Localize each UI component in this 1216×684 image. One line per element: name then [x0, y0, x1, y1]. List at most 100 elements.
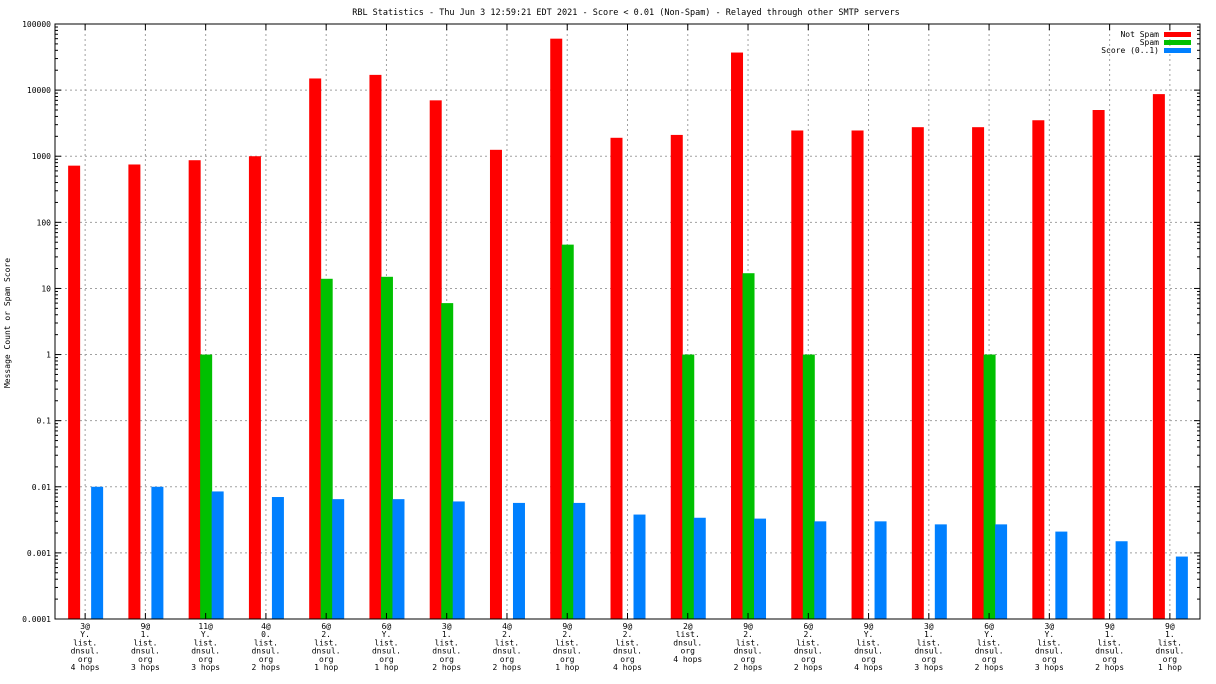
x-category-label-line: 2 hops — [794, 663, 823, 672]
x-category-label-line: 4 hops — [71, 663, 100, 672]
x-category-label-line: dnsul. — [71, 647, 100, 656]
x-category-label-line: org — [198, 655, 213, 664]
x-category-label-line: 2 hops — [493, 663, 522, 672]
legend-swatch — [1164, 40, 1191, 45]
x-category-label-line: list. — [1037, 638, 1061, 647]
x-category-label: 4@ 2. list. dnsul. org 2 hops — [493, 622, 522, 672]
x-category-label-line: dnsul. — [553, 647, 582, 656]
x-category-label-line: list. — [615, 638, 639, 647]
x-category-label: 9@ 2. list. dnsul. org 1 hop — [553, 622, 582, 672]
x-category-label-line: 4 hops — [854, 663, 883, 672]
x-category-label-line: 9@ — [864, 622, 874, 631]
x-category-label-line: org — [681, 647, 696, 656]
x-category-label-line: 2. — [803, 630, 813, 639]
y-tick-label: 10000 — [27, 86, 51, 95]
bar-score-0-1 — [392, 499, 405, 619]
x-category-label-line: list. — [796, 638, 820, 647]
x-category-label-line: list. — [133, 638, 157, 647]
bar-not-spam — [610, 137, 623, 619]
bar-spam — [320, 278, 333, 619]
bar-score-0-1 — [573, 502, 586, 619]
bar-not-spam — [128, 164, 141, 619]
x-category-label: 9@ 1. list. dnsul. org 3 hops — [131, 622, 160, 672]
x-category-label-line: list. — [857, 638, 881, 647]
x-category-label-line: 6@ — [321, 622, 331, 631]
x-category-label-line: list. — [1098, 638, 1122, 647]
x-category-label-line: org — [982, 655, 997, 664]
x-category-label-line: 9@ — [1105, 622, 1115, 631]
legend-label: Score (0..1) — [1101, 46, 1159, 55]
x-category-label-line: 4 hops — [673, 655, 702, 664]
bar-spam — [983, 354, 996, 619]
x-category-label-line: 2 hops — [251, 663, 280, 672]
y-axis-ticks: 0.0001 0.001 0.01 0.1 1 10 100 1000 10000 100000 — [22, 20, 1200, 624]
x-category-label-line: 1. — [442, 630, 452, 639]
x-category-label-line: dnsul. — [191, 647, 220, 656]
legend-label: Spam — [1140, 38, 1159, 47]
x-category-label: 6@ Y. list. dnsul. org 2 hops — [975, 622, 1004, 672]
x-category-label-line: 2. — [623, 630, 633, 639]
bar-spam — [441, 303, 454, 619]
x-category-label-line: list. — [254, 638, 278, 647]
x-category-label-line: 2 hops — [1095, 663, 1124, 672]
x-category-label-line: 4 hops — [613, 663, 642, 672]
bar-not-spam — [791, 130, 804, 619]
x-category-label-line: 6@ — [382, 622, 392, 631]
bar-score-0-1 — [91, 486, 104, 619]
bar-score-0-1 — [1055, 531, 1068, 619]
x-category-label-line: Y. — [864, 630, 874, 639]
bar-spam — [742, 273, 755, 619]
x-category-label-line: org — [560, 655, 575, 664]
bar-score-0-1 — [151, 486, 164, 619]
x-category-label-line: list. — [917, 638, 941, 647]
x-category-label-line: 2 hops — [734, 663, 763, 672]
bar-not-spam — [1092, 110, 1105, 619]
x-category-label-line: org — [1163, 655, 1178, 664]
bar-not-spam — [188, 160, 201, 619]
x-category-label: 9@ Y. list. dnsul. org 4 hops — [854, 622, 883, 672]
legend-swatch — [1164, 32, 1191, 37]
x-category-label: 6@ 2. list. dnsul. org 2 hops — [794, 622, 823, 672]
x-category-label-line: Y. — [1045, 630, 1055, 639]
bar-spam — [200, 354, 213, 619]
x-category-label-line: 3 hops — [191, 663, 220, 672]
x-category-label-line: org — [138, 655, 153, 664]
x-category-label: 9@ 1. list. dnsul. org 2 hops — [1095, 622, 1124, 672]
x-category-label-line: 1 hop — [555, 663, 579, 672]
x-category-label-line: 3@ — [1045, 622, 1055, 631]
x-category-label-line: 11@ — [198, 622, 213, 631]
bar-score-0-1 — [934, 524, 947, 619]
x-category-label-line: org — [259, 655, 274, 664]
y-tick-label: 10 — [41, 284, 51, 293]
x-category-label-line: dnsul. — [1035, 647, 1064, 656]
bar-score-0-1 — [814, 521, 827, 619]
x-category-label-line: 1. — [1165, 630, 1175, 639]
bar-not-spam — [68, 165, 81, 620]
bar-not-spam — [911, 127, 924, 619]
x-category-label-line: 9@ — [623, 622, 633, 631]
bar-score-0-1 — [1175, 556, 1188, 619]
x-category-label-line: 1 hop — [374, 663, 398, 672]
x-category-label-line: org — [78, 655, 93, 664]
x-category-label-line: dnsul. — [673, 638, 702, 647]
x-category-label-line: 2@ — [683, 622, 693, 631]
bar-not-spam — [1152, 94, 1165, 619]
bar-score-0-1 — [332, 499, 345, 619]
x-category-label-line: list. — [73, 638, 97, 647]
bar-spam — [380, 276, 393, 619]
x-category-label-line: dnsul. — [914, 647, 943, 656]
x-category-label-line: 1. — [1105, 630, 1115, 639]
x-category-label: 3@ 1. list. dnsul. org 2 hops — [432, 622, 461, 672]
x-category-label-line: org — [861, 655, 876, 664]
bar-spam — [802, 354, 815, 619]
bar-not-spam — [670, 134, 683, 619]
x-category-label-line: list. — [1158, 638, 1182, 647]
x-category-label: 9@ 2. list. dnsul. org 4 hops — [613, 622, 642, 672]
x-category-label-line: 4@ — [502, 622, 512, 631]
x-category-label-line: 9@ — [562, 622, 572, 631]
x-category-label-line: dnsul. — [432, 647, 461, 656]
x-category-label: 3@ 1. list. dnsul. org 3 hops — [914, 622, 943, 672]
x-category-label-line: list. — [736, 638, 760, 647]
bar-not-spam — [731, 52, 744, 619]
